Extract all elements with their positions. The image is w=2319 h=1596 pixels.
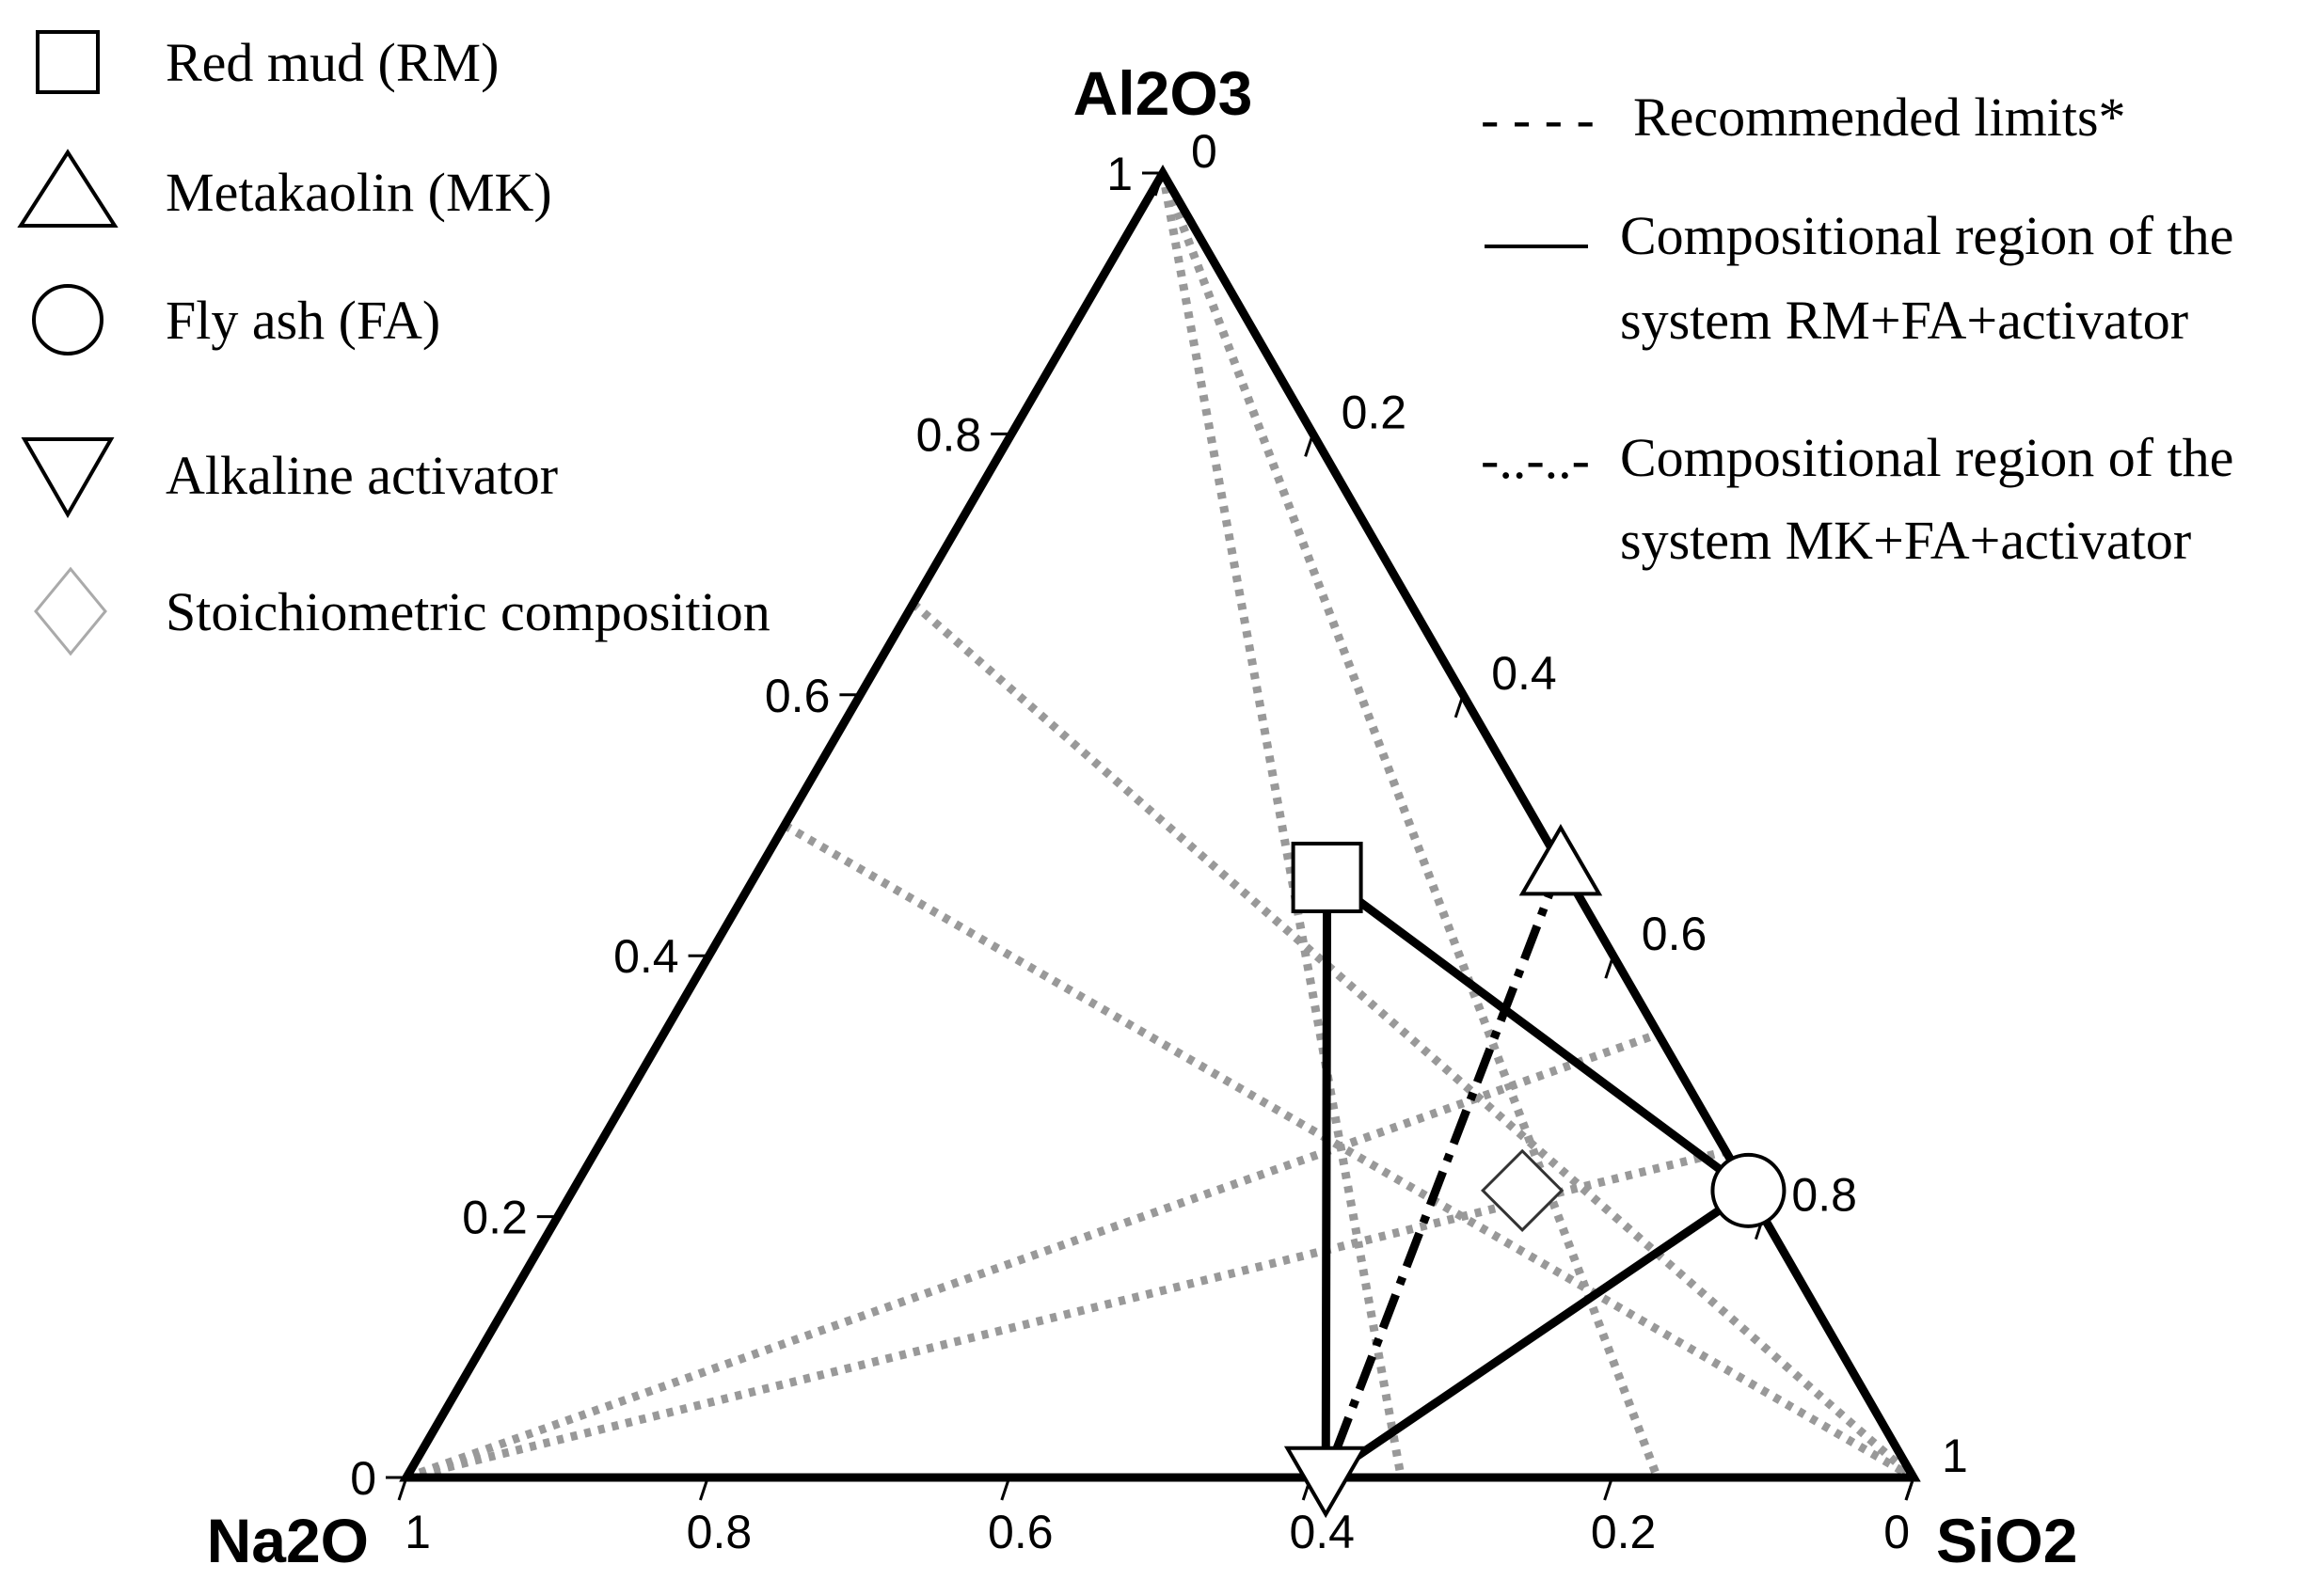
tick-label-sio2: 0 (1191, 125, 1217, 178)
legend-sample-dotted: - - - - (1481, 88, 1595, 150)
legend-marker-triangle-up (17, 149, 119, 228)
tick-label-sio2: 0.8 (1791, 1169, 1857, 1222)
legend-marker-triangle-down (21, 437, 115, 519)
tick-mark-na2o (397, 1477, 408, 1501)
vertex-label-left: Na2O (207, 1506, 369, 1575)
tick-mark-sio2 (1304, 433, 1315, 457)
legend-label-dotted: Recommended limits* (1633, 87, 2126, 148)
limit-line-5 (405, 1030, 1660, 1482)
point-fa (1710, 1152, 1787, 1228)
tick-label-sio2: 0.4 (1491, 647, 1557, 700)
tick-label-na2o: 0.2 (1591, 1506, 1657, 1558)
tick-label-al2o3: 0.6 (765, 670, 831, 722)
vertex-labels: Al2O3 Na2O SiO2 (207, 58, 2078, 1575)
vertex-label-top: Al2O3 (1073, 58, 1253, 128)
tick-label-na2o: 0.4 (1289, 1506, 1355, 1558)
legend-label-diamond: Stoichiometric composition (166, 581, 770, 642)
tick-label-sio2: 0.6 (1642, 908, 1707, 960)
limit-line-2 (1158, 171, 1661, 1479)
tick-label-na2o: 0.6 (988, 1506, 1054, 1558)
legend-markers: Red mud (RM) Metakaolin (MK) Fly ash (FA) A… (17, 30, 770, 656)
tick-label-al2o3: 0.8 (916, 408, 982, 461)
compositional-regions (1321, 862, 1756, 1486)
legend-marker-circle (32, 284, 103, 356)
tick-label-al2o3: 1 (1106, 148, 1133, 200)
tick-label-al2o3: 0 (350, 1452, 376, 1505)
legend-label-circle: Fly ash (FA) (166, 290, 440, 351)
limit-line-1 (1158, 172, 1406, 1478)
region-mk_fa_act (1322, 862, 1565, 1479)
legend-sample-dash-dot: -..-..- (1481, 429, 1590, 490)
point-mk (1518, 824, 1603, 896)
legend-lines: - - - - Recommended limits* Compositional … (1481, 87, 2233, 571)
tick-label-al2o3: 0.4 (613, 930, 679, 983)
legend-marker-square (36, 30, 100, 94)
legend-label-dash-dot: Compositional region of the (1620, 427, 2233, 488)
tick-label-sio2: 0.2 (1342, 386, 1407, 438)
point-stoich (1481, 1148, 1565, 1232)
tick-mark-sio2 (1904, 1477, 1915, 1501)
tick-mark-sio2 (1153, 172, 1165, 197)
legend-label-triangle-down: Alkaline activator (166, 445, 558, 506)
limit-line-3 (910, 600, 1916, 1481)
region-rm_fa_act (1321, 869, 1756, 1486)
tick-mark-na2o (1603, 1477, 1614, 1501)
legend-label-solid: Compositional region of the (1620, 205, 2233, 266)
legend-label-triangle-up: Metakaolin (MK) (166, 162, 552, 223)
tick-label-na2o: 0.8 (687, 1506, 753, 1558)
tick-label-na2o: 0 (1883, 1506, 1910, 1558)
tick-mark-na2o (698, 1477, 709, 1501)
tick-mark-sio2 (1604, 955, 1615, 979)
legend-label-solid: system RM+FA+activator (1620, 290, 2188, 351)
point-act (1283, 1446, 1368, 1519)
triangle-frame (399, 165, 1921, 1482)
point-rm (1291, 841, 1363, 913)
limit-lines (405, 171, 1916, 1482)
data-points (1283, 824, 1787, 1519)
tick-mark-na2o (1000, 1477, 1011, 1501)
vertex-label-right: SiO2 (1936, 1506, 2077, 1575)
limit-line-4 (782, 821, 1916, 1481)
legend-label-square: Red mud (RM) (166, 32, 499, 93)
tick-mark-sio2 (1453, 694, 1465, 719)
legend-label-dash-dot: system MK+FA+activator (1620, 510, 2191, 571)
axis-ticks: 0 0.2 0.4 0.6 0.8 1 1 0.8 0.6 0.4 0.2 0 0 0.2 0.4 0.6 0.… (350, 125, 1968, 1558)
tick-label-sio2: 1 (1942, 1430, 1968, 1482)
ternary-triangle (399, 165, 1921, 1482)
legend-marker-diamond (34, 566, 107, 656)
tick-label-na2o: 1 (405, 1506, 431, 1558)
tick-label-al2o3: 0.2 (462, 1192, 528, 1244)
